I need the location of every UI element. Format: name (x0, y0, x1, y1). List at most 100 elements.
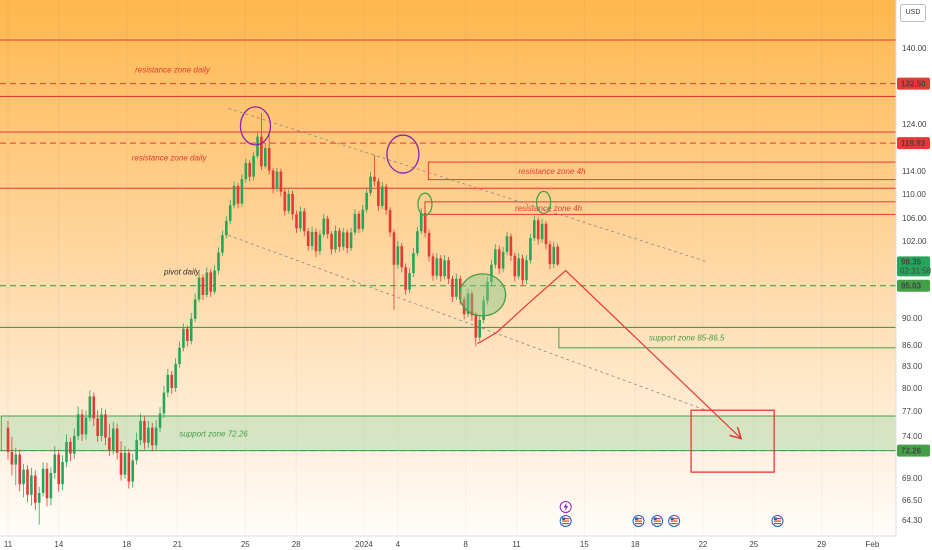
flag-stripe (635, 523, 643, 525)
candle-body (400, 246, 404, 268)
candle-body (69, 441, 72, 454)
candle-body (486, 282, 489, 301)
price-axis[interactable]: 140.00 124.00 114.00 110.00 106.00 102.00 90.0… (895, 0, 932, 550)
price-badge-label: 119.93 (901, 139, 926, 148)
price-tick-label: 69.00 (902, 474, 923, 483)
candle-body (57, 454, 60, 485)
candle-body (330, 234, 333, 250)
candle-body (205, 272, 209, 295)
candle-body (439, 258, 443, 277)
candle-body (14, 454, 18, 465)
candle-body (178, 347, 181, 364)
candle-body (33, 475, 37, 503)
highlight-ellipse (386, 134, 420, 174)
candle-body (232, 185, 236, 206)
time-tick-label: 22 (698, 540, 707, 549)
candle-body (123, 452, 127, 475)
candle-body (532, 220, 536, 239)
projection-arrow (477, 269, 741, 438)
annotations-layer: resistance zone daily resistance zone dai… (132, 66, 211, 277)
candle-body (45, 468, 49, 499)
candle-body (443, 260, 446, 277)
candle-body (10, 451, 14, 465)
candle-body (108, 437, 111, 451)
candle-body (505, 236, 509, 252)
time-tick-label: 21 (173, 540, 182, 549)
chart-annotation: resistance zone daily (132, 154, 208, 163)
candle-body (61, 462, 64, 485)
candle-body (470, 293, 474, 316)
candle-body (147, 427, 150, 443)
candle-body (501, 251, 505, 269)
flag-stripe (670, 523, 678, 525)
time-axis[interactable]: 11 14 18 21 25 28 2024 4 8 11 15 18 22 25 29 Feb (0, 535, 932, 550)
candle-body (213, 270, 216, 292)
price-badge (897, 279, 930, 292)
candle-body (369, 176, 372, 193)
candle-body (76, 414, 80, 436)
candles-layer (6, 113, 559, 525)
candle-body (135, 440, 138, 461)
candle-body (127, 452, 131, 482)
price-tick-label: 90.00 (902, 314, 923, 323)
candle-body (384, 186, 388, 211)
candle-body (209, 272, 213, 292)
candle-body (100, 414, 103, 436)
candle-body (353, 213, 357, 233)
flag-stripe (635, 518, 643, 520)
candle-body (404, 267, 407, 290)
candle-body (345, 232, 349, 249)
candle-body (322, 218, 326, 235)
flag-stripe (670, 518, 678, 520)
candle-body (96, 418, 99, 436)
candle-body (256, 136, 259, 156)
flag-stripe (653, 520, 661, 522)
candle-body (139, 421, 142, 441)
channel-line (228, 234, 709, 412)
time-tick-label: 28 (292, 540, 301, 549)
candle-body (166, 374, 170, 393)
time-tick-label: 11 (4, 540, 13, 549)
candle-body (264, 147, 267, 167)
candle-body (361, 209, 365, 229)
candle-body (517, 258, 521, 277)
lightning-glyph (563, 502, 569, 512)
candle-body (252, 155, 255, 177)
candle-body (513, 255, 517, 277)
price-tick-label: 110.00 (902, 190, 926, 199)
candle-body (431, 256, 435, 276)
time-tick-label: 18 (122, 540, 131, 549)
time-tick-label: 2024 (355, 540, 373, 549)
candle-body (521, 258, 524, 281)
candle-body (536, 220, 540, 240)
candle-body (291, 194, 294, 215)
price-tick-label: 106.00 (902, 214, 927, 223)
price-tick-label: 124.00 (902, 120, 927, 129)
candle-body (228, 205, 232, 221)
countdown-label: 02:31:58 (900, 266, 932, 275)
candle-body (396, 246, 400, 265)
price-tick-label: 114.00 (902, 167, 926, 176)
candle-body (287, 194, 290, 211)
current-price-badge (897, 256, 930, 277)
candle-body (260, 136, 263, 167)
candle-body (544, 223, 548, 245)
currency-button[interactable]: USD (900, 4, 926, 22)
price-tick-label: 74.00 (902, 432, 923, 441)
candle-body (447, 260, 450, 279)
candle-body (236, 185, 240, 204)
candle-body (497, 249, 501, 269)
candle-body (509, 236, 513, 256)
candle-body (189, 318, 193, 341)
candle-body (377, 181, 380, 206)
flag-stripe (653, 523, 661, 525)
zone-label: support zone 85-86.5 (649, 334, 725, 343)
candle-body (306, 231, 310, 247)
time-tick-label: 29 (817, 540, 826, 549)
candle-body (540, 223, 544, 240)
candle-body (490, 264, 493, 283)
price-tick-label: 83.00 (902, 362, 923, 371)
flag-stripe (653, 518, 661, 520)
